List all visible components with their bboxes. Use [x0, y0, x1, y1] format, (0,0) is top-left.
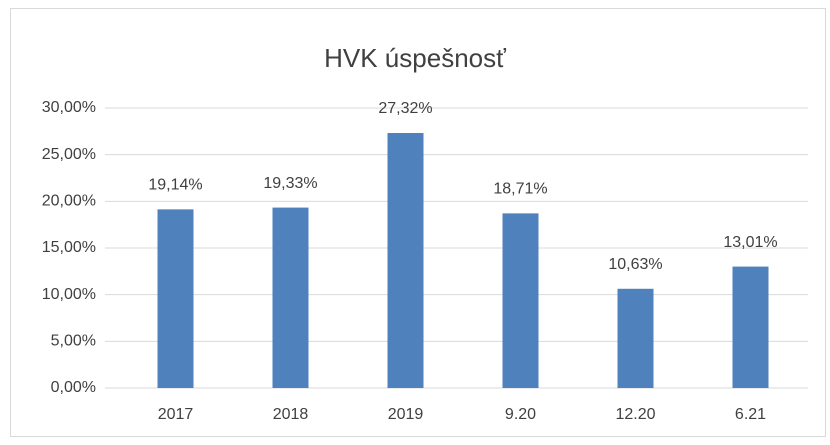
bar	[617, 288, 654, 388]
bar	[272, 207, 309, 388]
y-tick-label: 25,00%	[42, 146, 96, 163]
y-tick-label: 10,00%	[42, 286, 96, 303]
chart-title: HVK úspešnosť	[324, 43, 506, 73]
y-tick-label: 0,00%	[51, 379, 96, 396]
x-tick-label: 2019	[388, 406, 424, 423]
bar	[157, 209, 194, 388]
data-label: 13,01%	[723, 234, 777, 251]
data-label: 19,33%	[263, 175, 317, 192]
y-tick-label: 15,00%	[42, 239, 96, 256]
data-label: 10,63%	[608, 256, 662, 273]
x-tick-label: 2018	[273, 406, 309, 423]
x-tick-label: 12.20	[615, 406, 655, 423]
y-tick-label: 5,00%	[51, 333, 96, 350]
data-label: 18,71%	[493, 181, 547, 198]
x-tick-label: 9.20	[505, 406, 536, 423]
x-tick-label: 6.21	[735, 406, 766, 423]
bar	[732, 266, 769, 388]
y-tick-label: 30,00%	[42, 99, 96, 116]
data-label: 19,14%	[148, 177, 202, 194]
bar	[502, 213, 539, 388]
bar	[387, 133, 424, 388]
data-label: 27,32%	[378, 100, 432, 117]
x-tick-label: 2017	[158, 406, 194, 423]
y-tick-label: 20,00%	[42, 193, 96, 210]
